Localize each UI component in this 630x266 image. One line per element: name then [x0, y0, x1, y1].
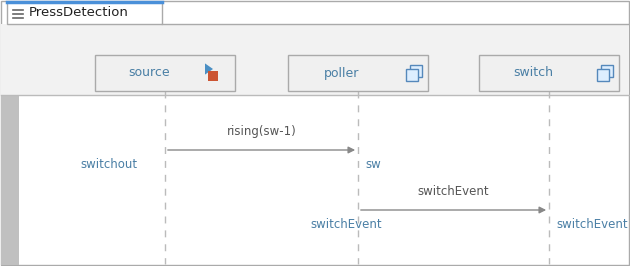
- FancyBboxPatch shape: [1, 24, 629, 95]
- FancyBboxPatch shape: [406, 69, 418, 81]
- Text: switchEvent: switchEvent: [418, 185, 490, 198]
- Text: switch: switch: [513, 66, 553, 80]
- Text: switchout: switchout: [80, 158, 137, 171]
- FancyBboxPatch shape: [7, 2, 162, 24]
- Text: PressDetection: PressDetection: [29, 6, 129, 19]
- FancyBboxPatch shape: [597, 69, 609, 81]
- FancyBboxPatch shape: [208, 71, 218, 81]
- Text: poller: poller: [324, 66, 360, 80]
- FancyBboxPatch shape: [1, 95, 19, 265]
- Polygon shape: [205, 63, 213, 74]
- FancyBboxPatch shape: [95, 55, 235, 91]
- Text: sw: sw: [365, 158, 381, 171]
- FancyBboxPatch shape: [288, 55, 428, 91]
- FancyBboxPatch shape: [601, 65, 613, 77]
- Text: switchEvent: switchEvent: [310, 218, 382, 231]
- FancyBboxPatch shape: [479, 55, 619, 91]
- Text: source: source: [128, 66, 170, 80]
- Text: rising(sw-1): rising(sw-1): [227, 125, 296, 138]
- Text: switchEvent: switchEvent: [556, 218, 627, 231]
- FancyBboxPatch shape: [410, 65, 422, 77]
